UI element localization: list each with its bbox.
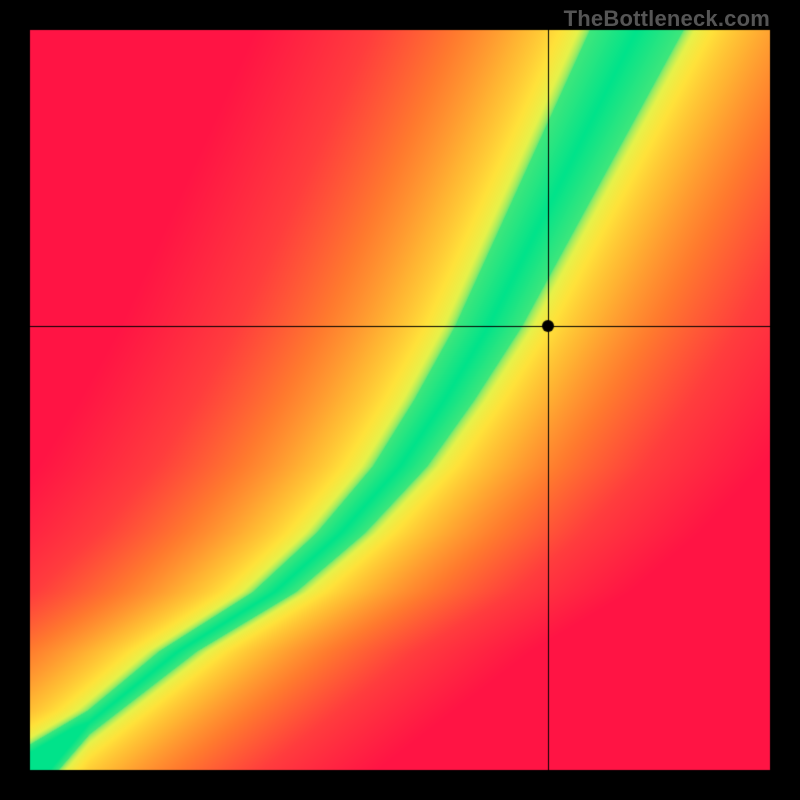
watermark-text: TheBottleneck.com: [564, 6, 770, 32]
bottleneck-heatmap-canvas: [0, 0, 800, 800]
chart-container: TheBottleneck.com: [0, 0, 800, 800]
